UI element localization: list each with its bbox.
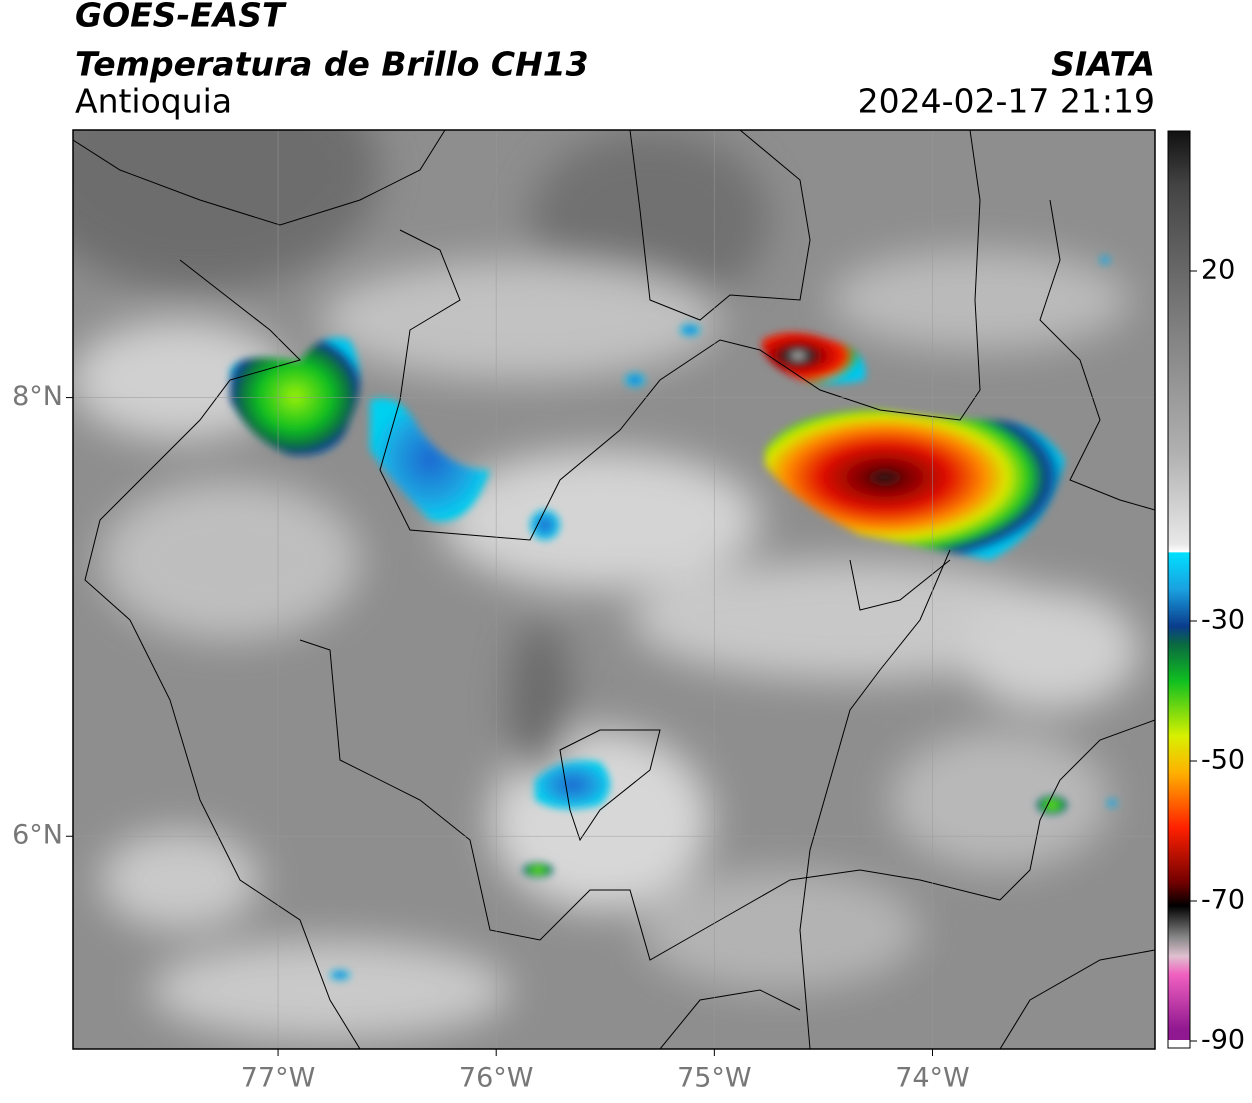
agency-label: SIATA [1051,45,1155,84]
y-tick-label: 6°N [12,820,63,851]
region-label: Antioquia [75,82,232,121]
map-frame [72,129,1156,1050]
colorbar-tick-label: -90 [1201,1025,1245,1056]
x-tick-label: 76°W [459,1063,534,1094]
satellite-image [73,130,1155,1049]
x-tick-label: 74°W [895,1063,970,1094]
colorbar-tick-label: -50 [1201,745,1245,776]
colorbar-tick-label: -70 [1201,885,1245,916]
x-tick-label: 75°W [677,1063,752,1094]
colorbar [1167,130,1191,1049]
satellite-title: GOES-EAST [75,0,287,35]
datetime-label: 2024-02-17 21:19 [858,82,1155,121]
y-tick-label: 8°N [12,381,63,412]
colorbar-tick-label: -30 [1201,605,1245,636]
grid [73,130,1155,1049]
product-title: Temperatura de Brillo CH13 [75,45,589,84]
colorbar-tick-label: 20 [1201,255,1235,286]
x-tick-label: 77°W [241,1063,316,1094]
